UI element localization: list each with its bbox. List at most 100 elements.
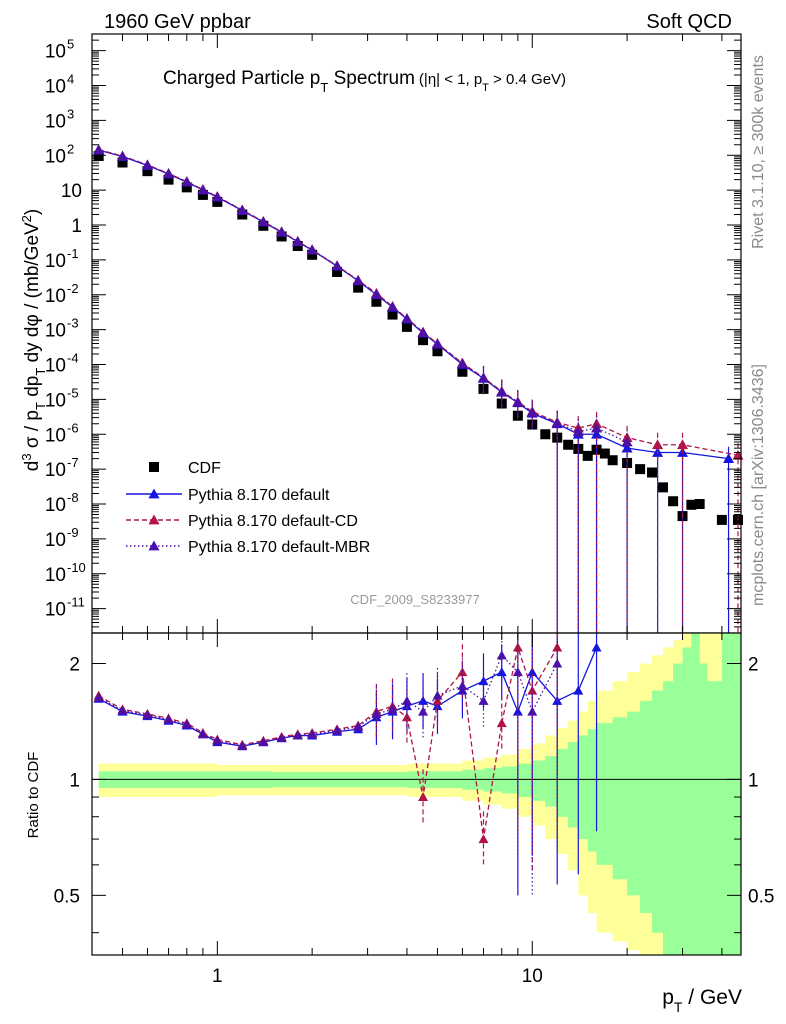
ratio-point [212, 735, 223, 745]
title-cut-sub: T [482, 82, 489, 94]
x-tick-label: 1 [212, 966, 223, 987]
main-ylabel: d3 σ / pT dpT dy dφ / (mb/GeV2) [19, 209, 48, 472]
ratio-point [332, 725, 343, 735]
ratio-point [573, 685, 584, 695]
ratio-line [98, 645, 558, 840]
data-point [141, 159, 153, 170]
ratio-point [307, 729, 318, 739]
data-point [181, 176, 193, 187]
legend-marker [148, 514, 160, 525]
header-right: Soft QCD [646, 11, 732, 33]
title-sub: T [320, 80, 328, 95]
series-pythia-8-170-default-cd [93, 144, 744, 633]
series-pythia-8-170-default-mbr [93, 144, 633, 633]
legend-label: Pythia 8.170 default-CD [188, 513, 358, 530]
y-tick-label: 10 [61, 181, 82, 202]
title-main2: Spectrum [328, 68, 415, 89]
data-point [307, 249, 318, 260]
x-tick-label: 10 [522, 966, 543, 987]
mcplots-label: mcplots.cern.ch [arXiv:1306.3436] [750, 364, 767, 606]
y-tick-label: 10 [45, 600, 66, 621]
y-tick-exponent: -4 [67, 351, 79, 366]
data-point [236, 204, 248, 215]
data-point [212, 196, 223, 207]
y-tick-label: 10 [45, 321, 66, 342]
data-point [647, 467, 658, 478]
ratio-series-pythia-8-170-default-mbr [93, 633, 563, 896]
y-tick-exponent: 2 [67, 141, 74, 156]
ratio-ylabel: Ratio to CDF [25, 752, 42, 839]
y-tick-exponent: -3 [67, 316, 79, 331]
chart-title: Charged Particle pT Spectrum (|η| < 1, pT… [163, 68, 566, 95]
y-tick-label: 10 [45, 495, 66, 516]
y-tick-exponent: 5 [67, 37, 74, 52]
y-tick-exponent: -7 [67, 455, 79, 470]
data-point [370, 288, 382, 299]
ratio-point [276, 733, 287, 743]
ratio-y-tick-label-right: 2 [748, 654, 759, 675]
rivet-label: Rivet 3.1.10, ≥ 300k events [750, 55, 767, 249]
data-point [401, 313, 413, 324]
y-tick-label: 10 [45, 356, 66, 377]
data-point [591, 428, 603, 439]
ratio-point [163, 714, 174, 724]
data-point [668, 496, 679, 507]
data-point [621, 442, 633, 453]
y-tick-label: 1 [71, 216, 82, 237]
data-point [163, 174, 174, 185]
y-tick-exponent: -5 [67, 385, 79, 400]
data-point [418, 335, 429, 346]
ratio-point [142, 709, 153, 719]
ratio-y-tick-label: 2 [69, 654, 80, 675]
ratio-point [478, 676, 489, 686]
data-point [677, 439, 689, 450]
series-line [98, 149, 739, 456]
y-tick-label: 10 [45, 111, 66, 132]
legend-entry: Pythia 8.170 default-CD [126, 513, 358, 530]
ratio-point [496, 667, 507, 677]
legend-entry: Pythia 8.170 default [126, 487, 330, 504]
legend-entry: Pythia 8.170 default-MBR [126, 539, 370, 556]
ratio-point [527, 667, 538, 677]
data-point [456, 358, 468, 369]
data-point [197, 184, 209, 195]
data-point [477, 372, 489, 383]
ratio-point [496, 718, 507, 728]
y-tick-label: 10 [45, 146, 66, 167]
y-tick-label: 10 [45, 286, 66, 307]
ratio-point [432, 690, 443, 700]
ratio-point [292, 730, 303, 740]
ratio-series-pythia-8-170-default-cd [93, 633, 563, 875]
y-tick-exponent: 3 [67, 106, 74, 121]
y-tick-label: 10 [45, 565, 66, 586]
ratio-point [117, 705, 128, 715]
data-point [582, 450, 593, 461]
ratio-point [401, 712, 412, 722]
data-point [716, 514, 727, 525]
legend: CDF Pythia 8.170 default Pythia 8.170 defa… [126, 460, 370, 556]
data-point [496, 386, 508, 397]
data-point [572, 425, 584, 436]
data-point [652, 439, 664, 450]
data-point [181, 182, 192, 193]
ratio-point [552, 642, 563, 652]
legend-label: CDF [188, 460, 221, 477]
ratio-y-tick-label: 1 [69, 770, 80, 791]
ratio-point [478, 695, 489, 705]
ratio-point [353, 721, 364, 731]
y-tick-exponent: -8 [67, 490, 79, 505]
data-point [93, 144, 105, 155]
series-line [98, 149, 729, 460]
legend-marker [148, 488, 160, 499]
data-point [142, 166, 153, 177]
y-tick-exponent: 4 [67, 72, 74, 87]
data-point [417, 327, 429, 338]
data-point [432, 346, 443, 357]
ratio-y-tick-label: 0.5 [54, 886, 80, 907]
ratio-point [181, 719, 192, 729]
ratio-point [512, 667, 523, 677]
data-point [117, 150, 129, 161]
data-point [540, 429, 551, 440]
data-point [401, 321, 412, 332]
y-tick-exponent: -2 [67, 281, 79, 296]
